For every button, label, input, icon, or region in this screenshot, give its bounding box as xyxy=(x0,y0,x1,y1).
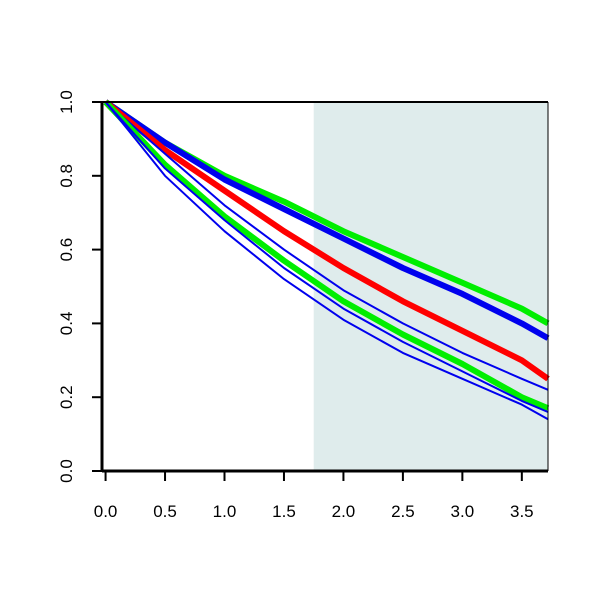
shaded-region xyxy=(313,102,548,471)
x-tick-label: 0.5 xyxy=(153,502,177,521)
series-line-lower-blue-1 xyxy=(104,101,549,413)
y-tick-label: 0.0 xyxy=(57,459,76,483)
x-tick-label: 2.5 xyxy=(391,502,415,521)
tick-layer: 0.0 0.5 1.0 1.5 2.0 2.5 3.0 3.5 0.0 0.2 0.4 0.6 0.8 1… xyxy=(57,90,534,521)
x-tick-label: 1.5 xyxy=(272,502,296,521)
x-tick-label: 0.0 xyxy=(94,502,118,521)
x-tick-label: 3.5 xyxy=(510,502,534,521)
series-layer xyxy=(103,99,550,421)
y-tick-label: 1.0 xyxy=(57,90,76,114)
x-tick-label: 3.0 xyxy=(451,502,475,521)
y-tick-label: 0.8 xyxy=(57,164,76,188)
y-tick-label: 0.6 xyxy=(57,238,76,262)
x-tick-label: 1.0 xyxy=(213,502,237,521)
series-line-lower-blue-2 xyxy=(104,101,549,421)
axis-layer xyxy=(100,101,549,473)
series-line-center-red xyxy=(103,99,550,382)
series-line-mid-blue xyxy=(104,101,549,391)
x-tick-label: 2.0 xyxy=(332,502,356,521)
series-line-lower-green xyxy=(103,99,550,412)
y-tick-label: 0.4 xyxy=(57,312,76,336)
series-line-upper-blue xyxy=(103,99,550,341)
y-tick-label: 0.2 xyxy=(57,385,76,409)
